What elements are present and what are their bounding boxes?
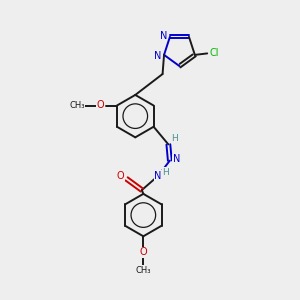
Text: Cl: Cl <box>209 48 219 59</box>
Text: O: O <box>140 248 147 257</box>
Text: N: N <box>172 154 180 164</box>
Text: H: H <box>162 168 169 177</box>
Text: CH₃: CH₃ <box>69 101 85 110</box>
Text: O: O <box>117 171 124 181</box>
Text: N: N <box>160 31 167 41</box>
Text: CH₃: CH₃ <box>136 266 151 274</box>
Text: H: H <box>171 134 178 143</box>
Text: O: O <box>97 100 104 110</box>
Text: N: N <box>154 171 162 181</box>
Text: N: N <box>154 51 161 61</box>
